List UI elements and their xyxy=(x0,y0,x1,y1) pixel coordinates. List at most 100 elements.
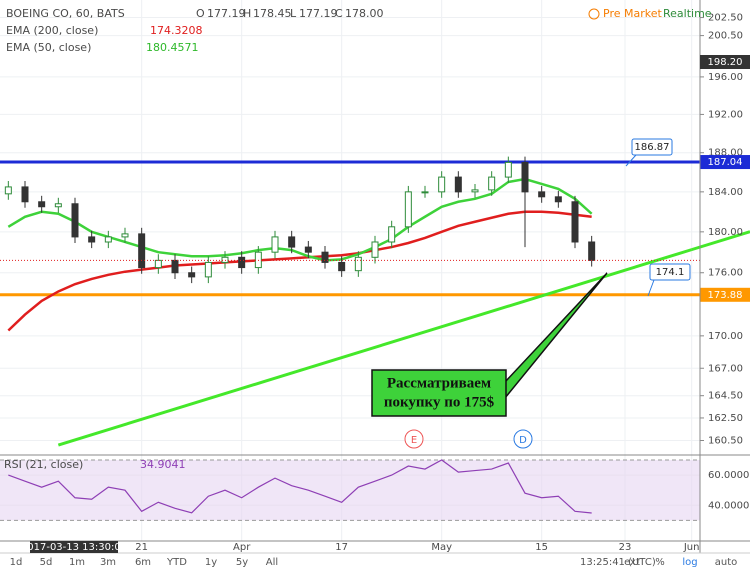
range-button[interactable]: All xyxy=(266,557,278,568)
candle-body xyxy=(571,201,579,243)
candle-body xyxy=(104,236,112,243)
crosshair-price: 198.20 xyxy=(708,57,743,68)
y-tick-label: 188.00 xyxy=(708,148,743,159)
event-label: E xyxy=(411,435,417,446)
pre-market[interactable]: Pre Market xyxy=(603,7,662,20)
ema200-label: EMA (200, close) xyxy=(6,24,98,37)
candle-body xyxy=(271,236,279,253)
candle-body xyxy=(354,256,362,272)
candle-body xyxy=(238,256,246,269)
candle-body xyxy=(54,203,62,208)
ema-line xyxy=(7,177,593,262)
candle-body xyxy=(421,191,429,194)
ohlc-c: C xyxy=(335,7,343,20)
ohlc-l-value: 177.19 xyxy=(299,7,338,20)
event-marker[interactable] xyxy=(404,429,424,449)
candle-body xyxy=(204,261,212,278)
candle-body xyxy=(121,233,129,238)
candle-body xyxy=(488,176,496,191)
callout-box xyxy=(631,138,673,156)
callout-pointer xyxy=(647,279,655,297)
candle-body xyxy=(554,196,562,203)
level-label-box xyxy=(700,287,750,302)
ema50-label: EMA (50, close) xyxy=(6,41,91,54)
callout-box xyxy=(649,263,691,281)
candle-body xyxy=(438,176,446,193)
y-tick-label: 176.00 xyxy=(708,268,743,279)
x-tick-label: 15 xyxy=(535,542,548,553)
candle-body xyxy=(471,189,479,193)
event-marker[interactable] xyxy=(513,429,533,449)
y-tick-label: 164.50 xyxy=(708,391,743,402)
ohlc-o-value: 177.19 xyxy=(207,7,246,20)
ohlc-c-value: 178.00 xyxy=(345,7,384,20)
y-tick-label: 196.00 xyxy=(708,72,743,83)
trendline xyxy=(57,248,693,447)
event-label: D xyxy=(519,435,527,446)
annotation-line: покупку по 175$ xyxy=(384,394,495,410)
callout-pointer xyxy=(625,154,637,167)
x-tick-label: Jun xyxy=(683,542,700,553)
candle-body xyxy=(221,256,229,263)
y-tick-label: 180.00 xyxy=(708,227,743,238)
ema50-value: 180.4571 xyxy=(146,41,199,54)
rsi-line xyxy=(8,459,592,514)
candle-body xyxy=(154,259,162,269)
annotation-box xyxy=(371,369,507,417)
pre-market-icon xyxy=(588,8,600,20)
candle-body xyxy=(588,241,596,261)
candle-body xyxy=(4,186,12,195)
candle-body xyxy=(138,233,146,269)
range-button[interactable]: 1m xyxy=(69,557,85,568)
y-tick-label: 167.00 xyxy=(708,363,743,374)
candle-body xyxy=(288,236,296,248)
rsi-band xyxy=(0,460,700,521)
range-button[interactable]: 6m xyxy=(135,557,151,568)
y-tick-label: 184.00 xyxy=(708,187,743,198)
range-button[interactable]: 5d xyxy=(40,557,53,568)
crosshair-time: 2017-03-13 13:30:00 xyxy=(21,542,127,553)
level-label: 187.04 xyxy=(708,157,743,168)
option-button[interactable]: ext xyxy=(624,557,640,568)
candle-body xyxy=(38,201,46,208)
x-tick-label: 21 xyxy=(135,542,148,553)
y-tick-label: 162.50 xyxy=(708,413,743,424)
candle-body xyxy=(71,203,79,238)
crosshair-time-box xyxy=(30,541,118,553)
ohlc-o: O xyxy=(196,7,205,20)
range-button[interactable]: 5y xyxy=(236,557,248,568)
option-button[interactable]: log xyxy=(682,557,697,568)
rsi-value: 34.9041 xyxy=(140,458,186,471)
range-button[interactable]: 1y xyxy=(205,557,217,568)
crosshair-price-box xyxy=(700,55,750,69)
candle-body xyxy=(404,191,412,228)
clock: 13:25:41 (UTC) xyxy=(580,557,656,568)
candle-body xyxy=(504,161,512,178)
candle-body xyxy=(304,246,312,253)
candle-body xyxy=(454,176,462,193)
candle-body xyxy=(538,191,546,198)
option-button[interactable]: % xyxy=(655,557,665,568)
level-label: 173.88 xyxy=(708,290,743,301)
symbol: BOEING CO, 60, BATS xyxy=(6,7,125,20)
y-tick-label: 40.0000 xyxy=(708,500,749,511)
range-button[interactable]: 1d xyxy=(10,557,23,568)
x-tick-label: May xyxy=(431,542,452,553)
candle-body xyxy=(88,236,96,243)
trendline-extension xyxy=(691,230,750,252)
rsi-label: RSI (21, close) xyxy=(4,458,83,471)
range-button[interactable]: 3m xyxy=(100,557,116,568)
realtime[interactable]: Realtime xyxy=(663,7,712,20)
callout-label: 174.1 xyxy=(656,267,685,278)
y-tick-label: 192.00 xyxy=(708,109,743,120)
x-tick-label: 23 xyxy=(619,542,632,553)
candle-body xyxy=(188,272,196,278)
y-tick-label: 60.0000 xyxy=(708,470,749,481)
ema-line xyxy=(7,210,592,332)
y-tick-label: 202.50 xyxy=(708,13,743,24)
x-tick-label: 17 xyxy=(335,542,348,553)
range-button[interactable]: YTD xyxy=(166,557,187,568)
option-button[interactable]: auto xyxy=(715,557,738,568)
candle-body xyxy=(388,226,396,243)
ema200-value: 174.3208 xyxy=(150,24,203,37)
